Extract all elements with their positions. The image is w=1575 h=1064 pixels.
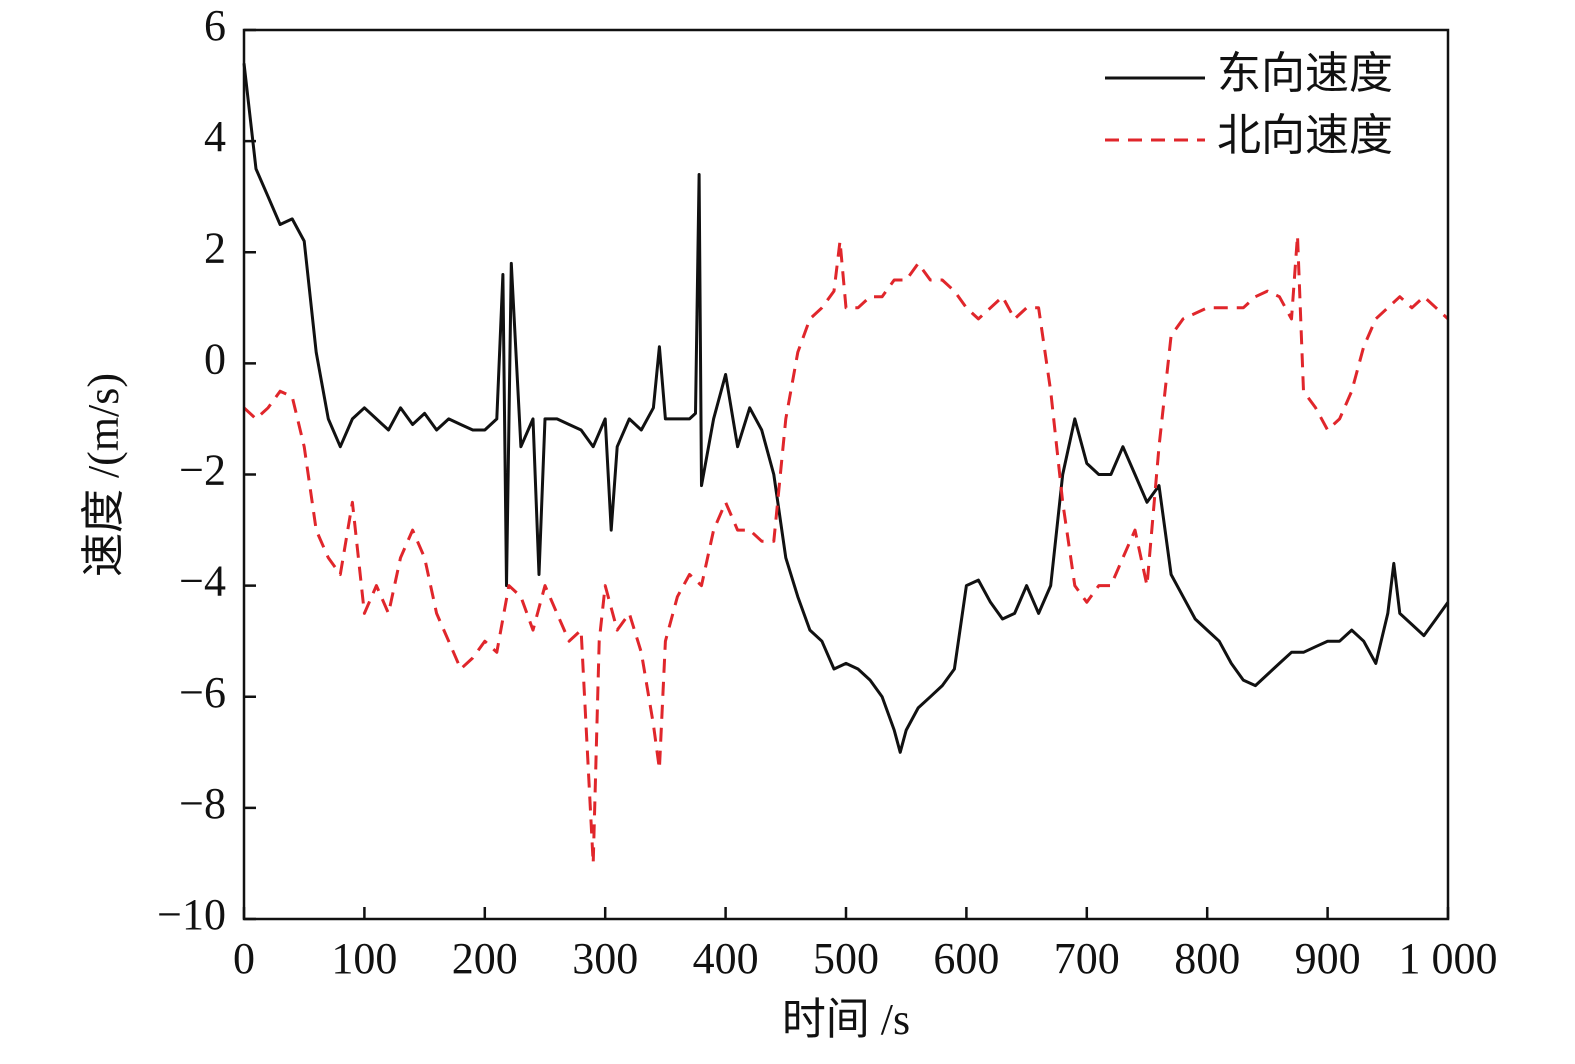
plot-frame [242, 28, 1450, 921]
y-tick-label: −8 [179, 779, 226, 828]
legend-label: 东向速度 [1217, 49, 1393, 98]
y-tick-label: −4 [179, 557, 226, 606]
legend-label: 北向速度 [1217, 111, 1393, 160]
y-tick-label: −2 [179, 446, 226, 495]
x-tick-label: 300 [572, 934, 638, 983]
x-tick-label: 800 [1174, 934, 1240, 983]
x-tick-label: 500 [813, 934, 879, 983]
series-line [242, 63, 1450, 754]
x-tick-label: 400 [693, 934, 759, 983]
series-line [242, 234, 1450, 865]
x-tick-label: 600 [933, 934, 999, 983]
y-tick-label: 0 [204, 334, 226, 383]
x-tick-label: 200 [452, 934, 518, 983]
x-tick-label: 1 000 [1399, 934, 1498, 983]
x-tick-label: 0 [233, 934, 255, 983]
x-tick-label: 700 [1054, 934, 1120, 983]
y-tick-label: −10 [157, 890, 226, 939]
y-tick-label: −6 [179, 668, 226, 717]
x-tick-label: 900 [1295, 934, 1361, 983]
y-tick-label: 2 [204, 223, 226, 272]
y-tick-label: 4 [204, 112, 226, 161]
x-axis-label: 时间 /s [782, 995, 910, 1044]
x-tick-label: 100 [331, 934, 397, 983]
y-tick-label: 6 [204, 1, 226, 50]
y-axis-label: 速度 /(m/s) [79, 373, 128, 577]
